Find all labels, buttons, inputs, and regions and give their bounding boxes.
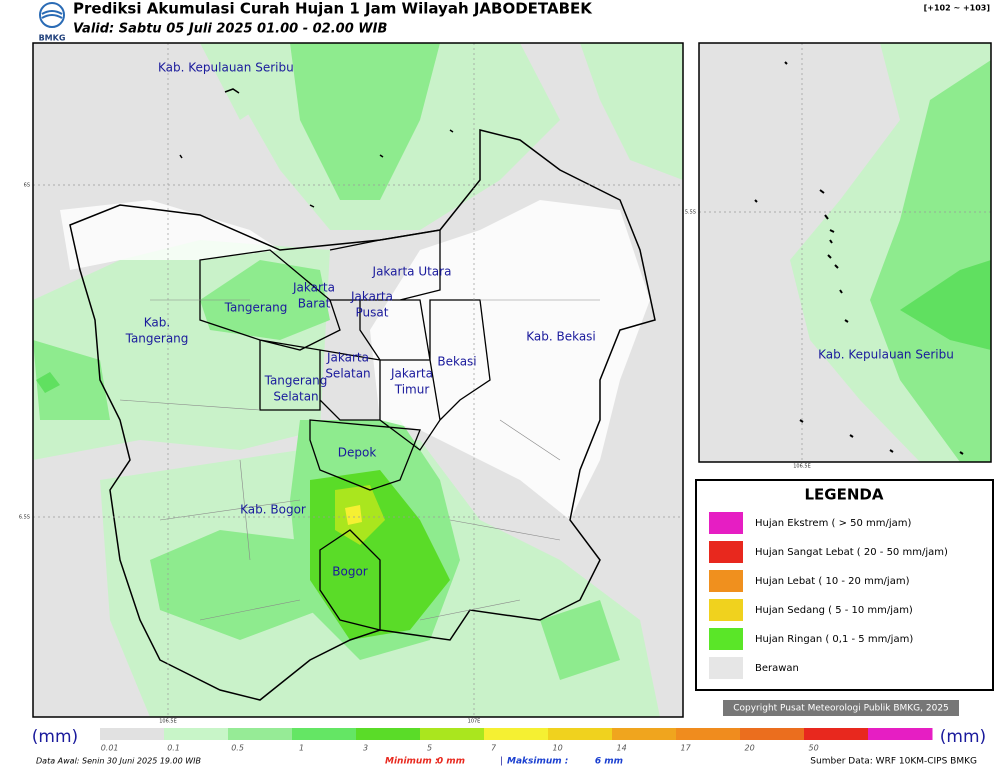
colorbar: (mm) (mm) 0.01 0.1 0.5 1 3 5 7 10 14 17 20 50 [32, 727, 986, 753]
main-map: Kab. Kepulauan Seribu Jakarta Utara Jakart… [19, 42, 684, 725]
grid-label: 6S [24, 183, 30, 189]
colorbar-tick-label: 50 [809, 744, 819, 753]
colorbar-segment [420, 728, 485, 740]
legend-label: Hujan Sangat Lebat ( 20 - 50 mm/jam) [755, 547, 948, 558]
colorbar-tick-label: 7 [491, 744, 497, 753]
colorbar-segment [292, 728, 357, 740]
legend-swatch [709, 541, 743, 563]
logo: BMKG [39, 2, 66, 43]
colorbar-tick-label: 20 [745, 744, 755, 753]
region-label: Jakarta [390, 367, 433, 381]
legend-swatch [709, 599, 743, 621]
region-label: Depok [338, 446, 377, 460]
colorbar-segment [484, 728, 549, 740]
min-label: Minimum : [385, 757, 438, 767]
copyright-bg [723, 700, 959, 716]
legend-swatch [709, 512, 743, 534]
legend-label: Hujan Sedang ( 5 - 10 mm/jam) [755, 605, 913, 616]
region-label: Kab. Kepulauan Seribu [158, 61, 294, 75]
legend-label: Hujan Ekstrem ( > 50 mm/jam) [755, 518, 912, 529]
grid-label: 106.5E [159, 719, 176, 725]
region-label: Kab. Bekasi [526, 330, 596, 344]
colorbar-unit: (mm) [32, 727, 78, 747]
region-label: Jakarta [326, 351, 369, 365]
colorbar-segment [868, 728, 933, 740]
region-label: Pusat [356, 306, 389, 320]
data-awal: Data Awal: Senin 30 Juni 2025 19.00 WIB [36, 757, 201, 766]
colorbar-segment [100, 728, 165, 740]
colorbar-tick-label: 17 [681, 744, 692, 753]
colorbar-tick-label: 0.1 [167, 744, 180, 753]
legend-title: LEGENDA [805, 486, 884, 504]
max-label: Maksimum : [507, 757, 568, 767]
title: Prediksi Akumulasi Curah Hujan 1 Jam Wil… [73, 0, 593, 18]
region-label: Jakarta [292, 281, 335, 295]
inset-map: Kab. Kepulauan Seribu 5.5S 106.5E [685, 42, 992, 470]
colorbar-segment [356, 728, 421, 740]
legend-swatch [709, 570, 743, 592]
region-label: Selatan [273, 390, 318, 404]
region-label: Kab. [144, 316, 170, 330]
region-label: Kab. Kepulauan Seribu [818, 348, 954, 362]
colorbar-segment [804, 728, 869, 740]
region-label: Kab. Bogor [240, 503, 306, 517]
copyright: Copyright Pusat Meteorologi Publik BMKG,… [733, 704, 949, 714]
grid-label: 6.5S [19, 515, 30, 521]
legend-label: Berawan [755, 663, 799, 674]
corner-range: [+102 ~ +103] [924, 4, 990, 13]
source: Sumber Data: WRF 10KM-CIPS BMKG [810, 757, 977, 767]
colorbar-tick-label: 0.5 [231, 744, 244, 753]
colorbar-tick-label: 0.01 [101, 744, 119, 753]
logo-text: BMKG [39, 34, 66, 43]
region-label: Tangerang [125, 332, 189, 346]
grid-label: 5.5S [685, 210, 696, 216]
legend-label: Hujan Ringan ( 0,1 - 5 mm/jam) [755, 634, 913, 645]
max-value: 6 mm [595, 757, 623, 767]
legend: LEGENDA Hujan Ekstrem ( > 50 mm/jam) Huja… [695, 479, 994, 691]
subtitle: Valid: Sabtu 05 Juli 2025 01.00 - 02.00 … [73, 22, 387, 37]
region-label: Tangerang [264, 374, 328, 388]
colorbar-tick-label: 1 [299, 744, 304, 753]
colorbar-segment [164, 728, 229, 740]
colorbar-segment [612, 728, 677, 740]
colorbar-segment [676, 728, 741, 740]
colorbar-tick-label: 14 [617, 744, 627, 753]
colorbar-tick-label: 5 [427, 744, 432, 753]
region-label: Jakarta [350, 290, 393, 304]
grid-label: 107E [468, 719, 481, 725]
region-label: Barat [298, 297, 331, 311]
colorbar-segment [548, 728, 613, 740]
colorbar-tick-label: 3 [363, 744, 368, 753]
colorbar-segment [740, 728, 805, 740]
region-label: Timur [394, 383, 430, 397]
colorbar-tick-label: 10 [553, 744, 563, 753]
legend-swatch [709, 657, 743, 679]
region-label: Jakarta Utara [372, 265, 452, 279]
grid-label: 106.5E [793, 464, 810, 470]
min-value: 0 mm [437, 757, 465, 767]
region-label: Bogor [332, 565, 368, 579]
region-label: Bekasi [437, 355, 476, 369]
map-labels: Kab. Kepulauan Seribu Jakarta Utara Jakart… [125, 61, 596, 579]
legend-swatch [709, 628, 743, 650]
region-label: Tangerang [224, 301, 288, 315]
colorbar-segment [228, 728, 293, 740]
separator: | [500, 757, 503, 767]
colorbar-unit: (mm) [940, 727, 986, 747]
region-label: Selatan [325, 367, 370, 381]
legend-label: Hujan Lebat ( 10 - 20 mm/jam) [755, 576, 910, 587]
